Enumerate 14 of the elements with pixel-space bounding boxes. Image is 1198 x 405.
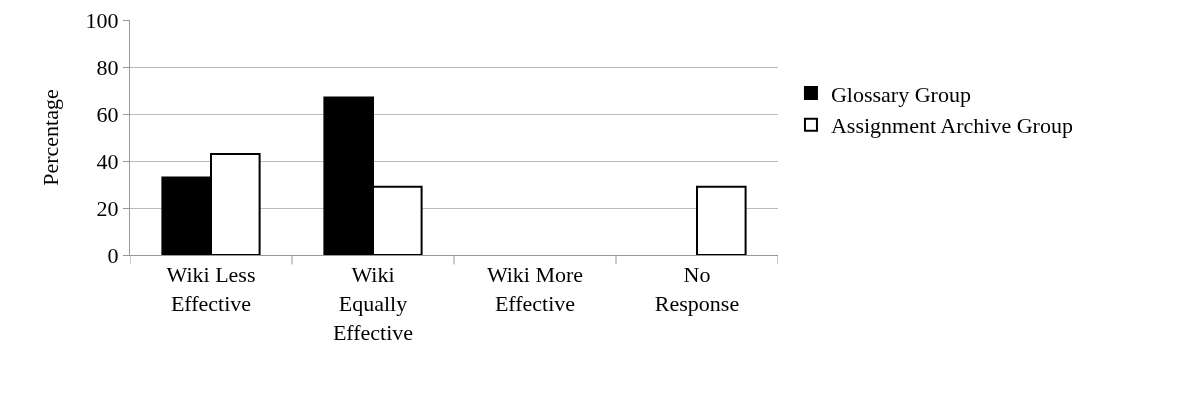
- x-tick-label: Wiki Equally Effective: [332, 262, 414, 345]
- y-tick-label: 20: [96, 195, 119, 221]
- x-tick-label: Wiki Less Effective: [166, 262, 256, 316]
- legend-label: Glossary Group: [830, 81, 971, 107]
- x-tick-label: Wiki More Effective: [486, 262, 584, 316]
- y-tick-label: 0: [107, 242, 119, 268]
- x-tick-label: No Response: [654, 262, 740, 316]
- y-tick-label: 40: [96, 148, 119, 174]
- y-tick-label: 60: [96, 101, 119, 127]
- y-tick-label: 100: [85, 7, 119, 33]
- legend-label: Assignment Archive Group: [830, 113, 1073, 139]
- y-axis-title: Percentage: [38, 89, 64, 186]
- y-tick-label: 80: [96, 54, 119, 80]
- bar: [696, 185, 747, 255]
